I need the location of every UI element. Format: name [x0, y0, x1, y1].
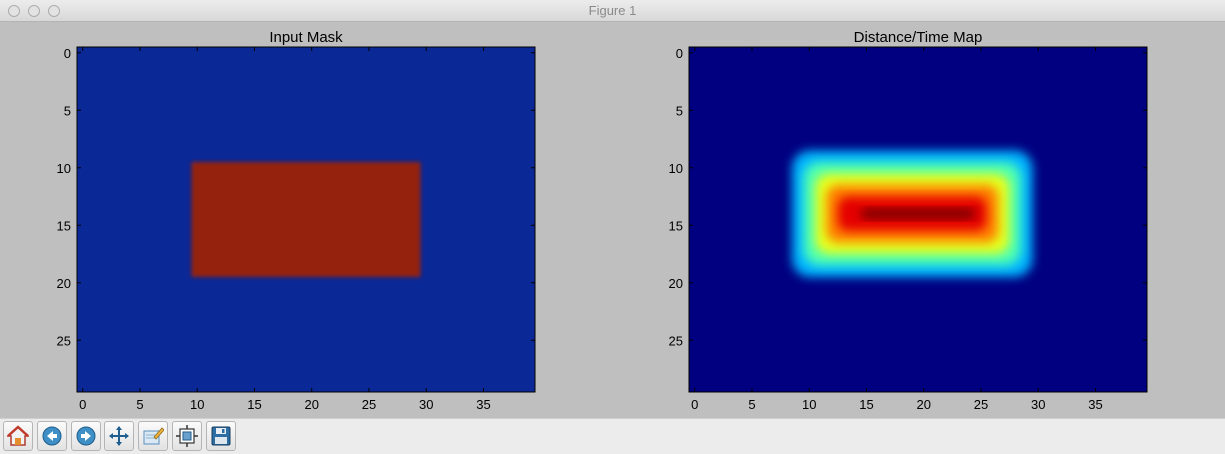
heatmap-layer	[191, 162, 421, 277]
y-tick-label: 10	[669, 161, 683, 176]
y-tick-label: 25	[669, 333, 683, 348]
x-tick-label: 20	[916, 397, 930, 412]
forward-arrow-icon	[76, 426, 96, 446]
forward-button[interactable]	[71, 421, 101, 451]
distance-map-axes: Distance/Time Map 0 5 10 15 20 25 30 35 0 5 10 15 20 2…	[669, 29, 1148, 412]
save-button[interactable]	[206, 421, 236, 451]
back-button[interactable]	[37, 421, 67, 451]
input-mask-axes: Input Mask 0 5 10 15 20 25 30 35 0 5 10 15 20 25	[57, 29, 536, 412]
subplots-icon	[176, 425, 198, 447]
x-tick-label: 5	[748, 397, 755, 412]
y-tick-label: 0	[676, 46, 683, 61]
y-tick-label: 10	[57, 161, 71, 176]
pan-button[interactable]	[104, 421, 134, 451]
minimize-window-button[interactable]	[28, 5, 40, 17]
x-tick-label: 15	[247, 397, 261, 412]
heatmap-region	[191, 162, 421, 277]
x-tick-label: 30	[419, 397, 433, 412]
axes-frame	[688, 46, 1148, 393]
zoom-rect-icon	[143, 427, 164, 445]
figure-svg: Input Mask 0 5 10 15 20 25 30 35 0 5 10 15 20 25 Dista…	[57, 29, 1148, 412]
x-tick-label: 35	[476, 397, 490, 412]
navigation-toolbar	[0, 418, 1225, 454]
floppy-disk-icon	[211, 426, 231, 446]
home-button[interactable]	[3, 421, 33, 451]
home-icon	[7, 425, 29, 446]
y-tick-label: 25	[57, 333, 71, 348]
heatmap-level	[860, 208, 976, 220]
window-title: Figure 1	[588, 3, 637, 18]
chart-title: Distance/Time Map	[854, 29, 983, 46]
heatmap-layer	[792, 150, 1033, 277]
x-tick-label: 30	[1031, 397, 1045, 412]
axes-frame	[76, 46, 536, 393]
y-tick-label: 5	[676, 103, 683, 118]
figure-canvas: Input Mask 0 5 10 15 20 25 30 35 0 5 10 15 20 25 Dista…	[0, 22, 1225, 418]
title-bar: Figure 1	[0, 0, 1225, 22]
x-tick-label: 35	[1088, 397, 1102, 412]
x-tick-label: 25	[362, 397, 376, 412]
back-arrow-icon	[42, 426, 62, 446]
x-tick-label: 25	[974, 397, 988, 412]
zoom-window-button[interactable]	[48, 5, 60, 17]
x-tick-label: 10	[802, 397, 816, 412]
y-tick-label: 15	[57, 218, 71, 233]
y-tick-label: 0	[64, 46, 71, 61]
x-tick-label: 5	[136, 397, 143, 412]
chart-title: Input Mask	[269, 29, 343, 46]
zoom-button[interactable]	[138, 421, 168, 451]
configure-subplots-button[interactable]	[172, 421, 202, 451]
x-tick-label: 0	[691, 397, 698, 412]
y-tick-label: 20	[669, 276, 683, 291]
pan-icon	[109, 426, 129, 446]
x-tick-label: 20	[304, 397, 318, 412]
y-tick-label: 5	[64, 103, 71, 118]
y-tick-label: 15	[669, 218, 683, 233]
y-tick-label: 20	[57, 276, 71, 291]
x-tick-label: 15	[859, 397, 873, 412]
close-window-button[interactable]	[8, 5, 20, 17]
x-tick-label: 10	[190, 397, 204, 412]
x-tick-label: 0	[79, 397, 86, 412]
